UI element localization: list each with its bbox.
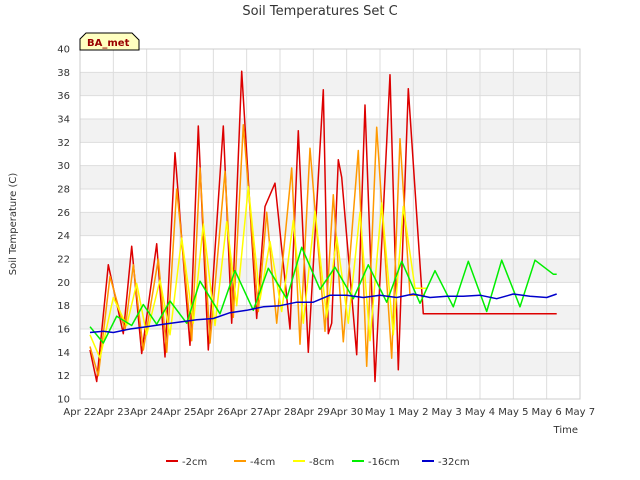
plot-bands	[80, 72, 580, 376]
x-tick-label: Apr 30	[330, 407, 363, 418]
y-tick-label: 36	[57, 91, 70, 102]
station-label: BA_met	[87, 38, 130, 49]
legend-item: -2cm	[166, 457, 207, 468]
y-tick-label: 18	[57, 301, 70, 312]
band	[80, 165, 580, 189]
series-lines	[89, 70, 557, 383]
legend-label: -32cm	[438, 457, 470, 468]
x-tick-label: May 5	[498, 407, 528, 418]
legend-item: -4cm	[234, 457, 275, 468]
y-axis-title: Soil Temperature (C)	[8, 173, 19, 276]
x-axis: Apr 22 Apr 23 Apr 24 Apr 25 Apr 26 Apr 27 Apr …	[63, 407, 595, 418]
x-tick-label: Apr 22	[63, 407, 96, 418]
y-tick-label: 24	[57, 231, 70, 242]
y-tick-label: 20	[57, 278, 70, 289]
x-tick-label: Apr 25	[163, 407, 196, 418]
chart-title: Soil Temperatures Set C	[242, 4, 397, 19]
legend-label: -4cm	[250, 457, 275, 468]
y-tick-label: 14	[57, 348, 70, 359]
legend-item: -16cm	[352, 457, 400, 468]
x-tick-label: May 3	[432, 407, 462, 418]
y-tick-label: 28	[57, 185, 70, 196]
x-tick-label: Apr 23	[97, 407, 130, 418]
x-tick-label: Apr 24	[130, 407, 163, 418]
x-tick-label: Apr 27	[230, 407, 263, 418]
band	[80, 352, 580, 376]
band	[80, 305, 580, 329]
y-tick-label: 40	[57, 45, 70, 56]
x-tick-label: May 1	[365, 407, 395, 418]
series-line-2cm	[89, 70, 557, 383]
y-tick-label: 26	[57, 208, 70, 219]
band	[80, 119, 580, 143]
legend-item: -8cm	[293, 457, 334, 468]
series-line-8cm	[89, 185, 427, 359]
x-axis-title: Time	[553, 425, 578, 436]
legend-item: -32cm	[422, 457, 470, 468]
plot-frame	[79, 48, 581, 400]
y-axis: 10 12 14 16 18 20 22 24 26 28 30 32 34 36 38 40	[57, 45, 70, 406]
x-tick-label: Apr 26	[197, 407, 230, 418]
y-tick-label: 30	[57, 161, 70, 172]
x-tick-label: Apr 28	[263, 407, 296, 418]
series-line-32cm	[89, 293, 557, 334]
band	[80, 212, 580, 236]
y-tick-label: 22	[57, 255, 70, 266]
legend-label: -16cm	[368, 457, 400, 468]
x-tick-label: May 7	[565, 407, 595, 418]
y-tick-label: 32	[57, 138, 70, 149]
legend-label: -2cm	[182, 457, 207, 468]
legend: -2cm -4cm -8cm -16cm -32cm	[166, 457, 470, 468]
x-tick-label: Apr 29	[297, 407, 330, 418]
station-label-shape	[79, 32, 140, 51]
station-label-box: BA_met	[79, 32, 140, 51]
y-tick-label: 10	[57, 395, 70, 406]
series-line-16cm	[89, 246, 557, 344]
y-tick-label: 16	[57, 325, 70, 336]
x-tick-label: May 2	[398, 407, 428, 418]
x-tick-label: May 4	[465, 407, 495, 418]
band	[80, 72, 580, 96]
legend-label: -8cm	[309, 457, 334, 468]
y-tick-label: 12	[57, 371, 70, 382]
y-tick-label: 38	[57, 68, 70, 79]
x-tick-label: May 6	[532, 407, 562, 418]
y-tick-label: 34	[57, 115, 70, 126]
series-line-4cm	[89, 124, 425, 377]
